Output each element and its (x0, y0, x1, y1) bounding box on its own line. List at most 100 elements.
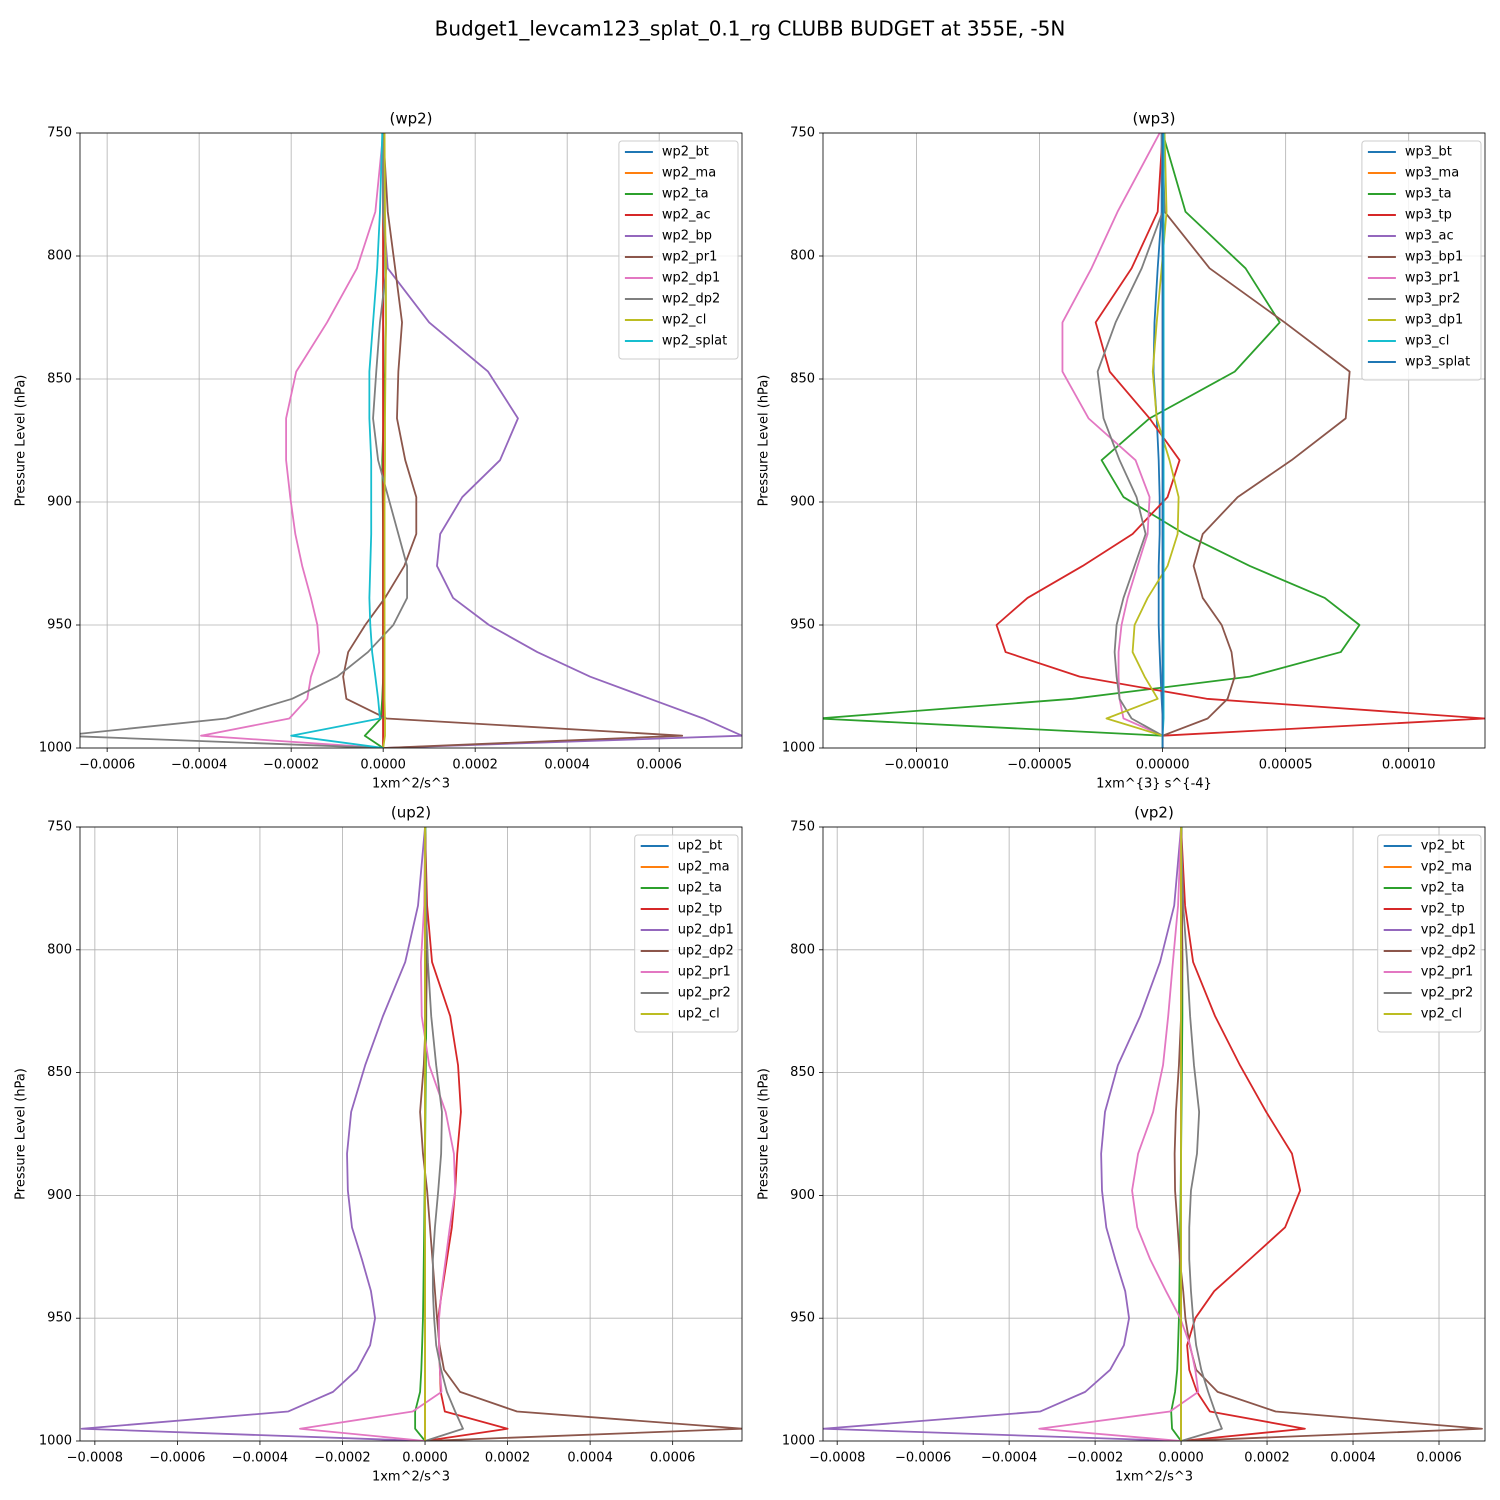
legend-label: up2_ta (678, 881, 722, 896)
legend-label: wp2_dp1 (662, 271, 720, 286)
x-tick-label: 0.0006 (636, 758, 682, 773)
y-tick-label: 850 (790, 1065, 815, 1080)
legend: wp3_bt wp3_ma wp3_ta wp3_tp wp3_ac wp3_bp1 wp3… (1361, 140, 1482, 381)
plot-area (80, 827, 742, 1441)
x-tick-label: −0.0008 (809, 1451, 865, 1466)
series-line (80, 827, 426, 1441)
legend-label: wp2_dp2 (662, 292, 720, 307)
legend-label: wp3_ta (1405, 187, 1452, 202)
x-tick-label: −0.0006 (895, 1451, 951, 1466)
x-tick-label: 0.00010 (1382, 758, 1436, 773)
x-tick-label: 0.00000 (1136, 758, 1190, 773)
x-tick-label: −0.00005 (1007, 758, 1072, 773)
legend-label: vp2_cl (1421, 1007, 1462, 1022)
legend-label: vp2_ta (1421, 881, 1465, 896)
y-tick-label: 800 (47, 942, 72, 957)
series-line (823, 133, 1361, 748)
axes-frame (79, 826, 743, 1442)
legend-label: wp3_bp1 (1405, 250, 1463, 265)
legend-label: wp2_splat (662, 334, 727, 349)
legend-label: wp2_bt (662, 145, 709, 160)
series-line (200, 133, 385, 748)
legend-label: wp3_pr2 (1405, 292, 1461, 307)
y-tick-label: 750 (47, 820, 72, 835)
subplot: −0.0008 −0.0006 −0.0004 −0.0002 0.0000 0.0002… (14, 804, 743, 1485)
y-tick-label: 850 (47, 372, 72, 387)
legend-label: up2_bt (678, 839, 723, 854)
legend: vp2_bt vp2_ma vp2_ta vp2_tp vp2_dp1 vp2_dp2vp… (1377, 834, 1482, 1033)
legend-label: wp3_dp1 (1405, 313, 1463, 328)
x-tick-label: 0.0002 (485, 1451, 531, 1466)
series-line (1105, 133, 1180, 748)
x-tick-label: −0.0006 (149, 1451, 205, 1466)
legend-label: wp3_ac (1405, 229, 1454, 244)
subplot-title: (wp2) (389, 110, 432, 128)
y-tick-label: 800 (790, 942, 815, 957)
y-axis-label: Pressure Level (hPa) (14, 375, 29, 507)
y-tick-label: 950 (47, 1311, 72, 1326)
series-line (823, 827, 1182, 1441)
x-tick-label: 0.0004 (1330, 1451, 1376, 1466)
series-line (1180, 827, 1306, 1441)
legend-label: wp2_pr1 (662, 250, 718, 265)
x-tick-label: −0.0002 (263, 758, 319, 773)
legend-label: up2_pr2 (678, 986, 731, 1001)
legend-label: wp2_ta (662, 187, 709, 202)
y-tick-label: 750 (47, 126, 72, 141)
series-line (382, 133, 742, 748)
subplot: −0.0008 −0.0006 −0.0004 −0.0002 0.0000 0.0002… (757, 804, 1486, 1485)
y-tick-label: 950 (47, 618, 72, 633)
y-tick-label: 800 (790, 249, 815, 264)
legend: up2_bt up2_ma up2_ta up2_tp up2_dp1 up2_dp2up… (634, 834, 739, 1033)
y-tick-label: 1000 (39, 741, 72, 756)
subplot-title: (wp3) (1132, 110, 1175, 128)
legend-label: up2_ma (678, 860, 730, 875)
legend-label: wp2_ac (662, 208, 711, 223)
series-line (382, 133, 387, 748)
x-tick-label: −0.0008 (67, 1451, 123, 1466)
legend-label: up2_pr1 (678, 965, 731, 980)
y-tick-label: 800 (47, 249, 72, 264)
x-tick-label: −0.0006 (79, 758, 135, 773)
legend-label: up2_cl (678, 1007, 720, 1022)
subplot-title: (up2) (391, 804, 431, 822)
series-line (1061, 133, 1164, 748)
legend-label: up2_tp (678, 902, 723, 917)
x-tick-label: 0.0000 (1158, 1451, 1204, 1466)
x-tick-label: 0.0006 (1416, 1451, 1462, 1466)
legend-label: vp2_dp1 (1421, 923, 1477, 938)
series-line (424, 827, 464, 1441)
legend: wp2_bt wp2_ma wp2_ta wp2_ac wp2_bp wp2_pr1 wp2… (618, 140, 739, 360)
y-tick-label: 950 (790, 1311, 815, 1326)
y-tick-label: 950 (790, 618, 815, 633)
series-line (1161, 133, 1165, 748)
series-line (80, 133, 408, 748)
legend-box (1377, 834, 1482, 1033)
x-tick-label: 0.0002 (1244, 1451, 1290, 1466)
legend-label: wp2_ma (662, 166, 716, 181)
x-axis-label: 1xm^2/s^3 (372, 1470, 450, 1485)
y-tick-label: 850 (47, 1065, 72, 1080)
y-tick-label: 750 (790, 126, 815, 141)
x-tick-label: −0.0004 (171, 758, 227, 773)
axes-frame (79, 132, 743, 749)
x-tick-label: 0.0000 (360, 758, 406, 773)
legend-box (618, 140, 739, 360)
legend-label: vp2_bt (1421, 839, 1465, 854)
legend-box (634, 834, 739, 1033)
legend-label: up2_dp1 (678, 923, 734, 938)
legend-label: wp3_bt (1405, 145, 1452, 160)
legend-label: up2_dp2 (678, 944, 734, 959)
y-tick-label: 1000 (782, 1434, 815, 1449)
series-line (1096, 133, 1164, 748)
legend-label: wp3_pr1 (1405, 271, 1461, 286)
legend-label: vp2_dp2 (1421, 944, 1477, 959)
x-tick-label: −0.0002 (314, 1451, 370, 1466)
series-line (299, 827, 457, 1441)
y-tick-label: 900 (47, 495, 72, 510)
x-tick-label: 0.0002 (452, 758, 498, 773)
series-line (1161, 133, 1351, 748)
series-line (424, 827, 509, 1441)
